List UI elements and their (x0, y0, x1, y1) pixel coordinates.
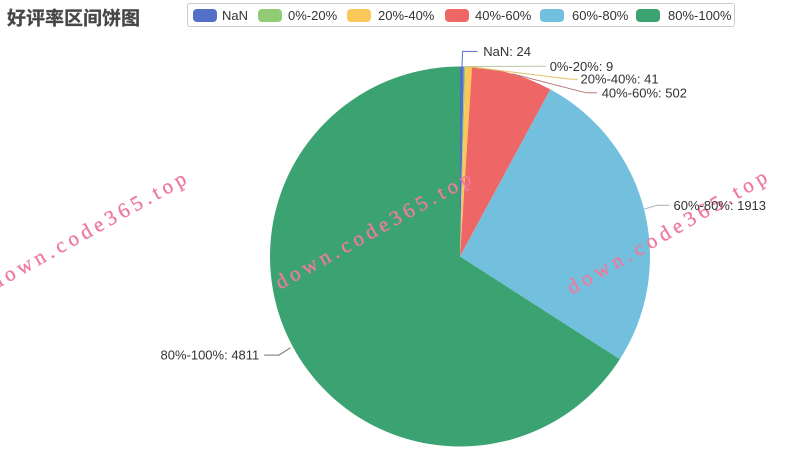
svg-text:40%-60%: 502: 40%-60%: 502 (602, 85, 687, 100)
svg-text:80%-100%: 4811: 80%-100%: 4811 (161, 348, 260, 363)
svg-text:20%-40%: 41: 20%-40%: 41 (581, 72, 659, 87)
svg-text:NaN: 24: NaN: 24 (483, 44, 531, 59)
svg-text:0%-20%: 9: 0%-20%: 9 (550, 59, 614, 74)
svg-text:60%-80%: 1913: 60%-80%: 1913 (674, 198, 767, 213)
